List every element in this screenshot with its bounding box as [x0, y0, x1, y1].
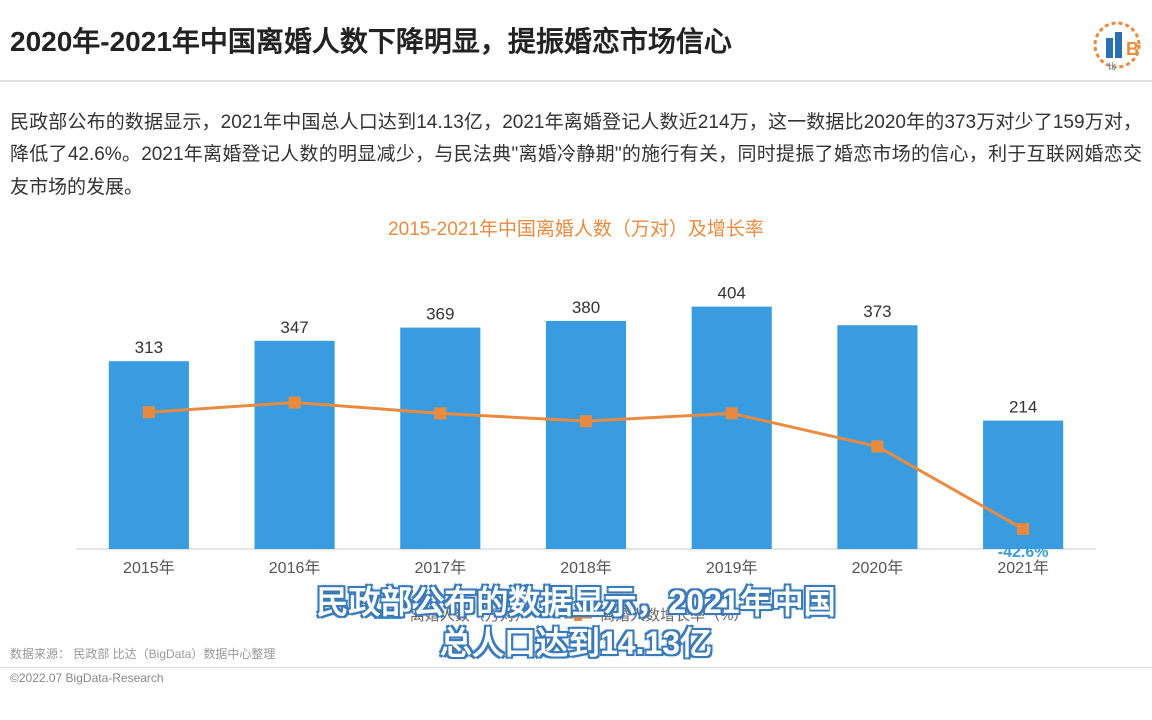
svg-text:B: B [1126, 39, 1139, 59]
chart-legend: 离婚人数（万对） 离婚人数增长率（%） [0, 604, 1152, 625]
combo-chart: 313 2015年 347 2016年 369 2017年 380 2018年 404 2019年… [26, 249, 1126, 599]
svg-text:2019年: 2019年 [706, 559, 758, 577]
title-bar: 2020年-2021年中国离婚人数下降明显，提振婚恋市场信心 B 比 [0, 20, 1152, 82]
svg-text:2020年: 2020年 [852, 559, 904, 577]
svg-text:2016年: 2016年 [269, 559, 321, 577]
page-title: 2020年-2021年中国离婚人数下降明显，提振婚恋市场信心 [10, 20, 732, 60]
svg-text:369: 369 [426, 304, 454, 323]
svg-text:347: 347 [280, 318, 308, 337]
svg-text:6.3%: 6.3% [713, 428, 749, 445]
svg-text:380: 380 [572, 298, 600, 317]
svg-text:373: 373 [863, 302, 891, 321]
copyright-note: ©2022.07 BigData-Research [0, 667, 1152, 688]
svg-text:比: 比 [1108, 61, 1116, 70]
svg-text:313: 313 [135, 338, 163, 357]
svg-text:404: 404 [718, 283, 746, 302]
chart-title: 2015-2021年中国离婚人数（万对）及增长率 [0, 214, 1152, 241]
svg-text:6.8%: 6.8% [131, 427, 167, 444]
svg-text:2015年: 2015年 [123, 559, 175, 577]
svg-text:2021年: 2021年 [997, 559, 1049, 577]
bigdata-logo-icon: B 比 [1092, 20, 1142, 70]
svg-text:3.0%: 3.0% [568, 436, 604, 453]
svg-text:2017年: 2017年 [414, 559, 466, 577]
legend-line-label: 离婚人数增长率（%） [600, 607, 748, 624]
legend-bar-label: 离婚人数（万对） [410, 607, 530, 624]
svg-text:-7.7%: -7.7% [857, 461, 899, 478]
svg-text:214: 214 [1009, 397, 1037, 416]
legend-bar-swatch [374, 609, 402, 619]
svg-text:-42.6%: -42.6% [998, 544, 1049, 561]
legend-line-swatch [564, 609, 592, 619]
svg-text:10.9%: 10.9% [272, 417, 317, 434]
svg-text:2018年: 2018年 [560, 559, 612, 577]
svg-text:6.3%: 6.3% [422, 428, 458, 445]
description-paragraph: 民政部公布的数据显示，2021年中国总人口达到14.13亿，2021年离婚登记人… [0, 107, 1152, 204]
data-source-note: 数据来源： 民政部 比达（BigData）数据中心整理 [0, 625, 1152, 667]
